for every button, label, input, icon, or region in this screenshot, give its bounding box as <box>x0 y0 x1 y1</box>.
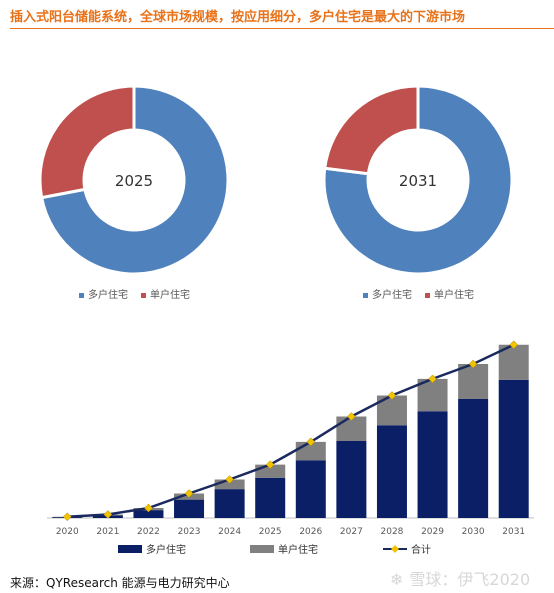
legend-swatch-1 <box>425 293 430 298</box>
total-marker <box>428 374 437 384</box>
donut-chart-2025: 2025 多户住宅 单户住宅 <box>38 84 230 301</box>
total-marker <box>468 359 478 369</box>
total-marker <box>184 489 194 498</box>
bar-legend-marker <box>391 545 399 553</box>
legend-label-1: 单户住宅 <box>150 288 190 301</box>
x-tick-label: 2021 <box>96 527 119 537</box>
legend-swatch-0 <box>363 293 368 298</box>
total-marker <box>225 475 234 484</box>
bar-legend-label-1: 单户住宅 <box>278 543 318 556</box>
bar-multi <box>255 477 286 518</box>
bar-single <box>458 364 489 399</box>
bar-multi <box>174 499 205 518</box>
legend-label-1: 单户住宅 <box>434 288 474 301</box>
bar-multi <box>214 489 245 518</box>
snowball-logo-icon: ❄ <box>390 570 404 589</box>
bar-legend-label-2: 合计 <box>411 543 431 556</box>
x-tick-label: 2031 <box>502 527 525 537</box>
total-marker <box>306 437 316 447</box>
x-tick-label: 2027 <box>340 527 363 537</box>
total-marker <box>347 412 356 421</box>
pie-slice-0 <box>322 84 514 276</box>
bar-multi <box>458 399 489 518</box>
total-line <box>67 343 515 519</box>
bar-multi <box>295 460 326 518</box>
bar-multi <box>498 379 529 518</box>
legend-swatch-1 <box>141 293 146 298</box>
x-tick-label: 2026 <box>299 527 322 537</box>
legend-swatch-0 <box>79 293 84 298</box>
bar-multi <box>417 411 448 518</box>
bar-multi <box>133 510 164 518</box>
x-tick-label: 2022 <box>137 527 160 537</box>
donut-chart-2031: 2031 多户住宅 单户住宅 <box>322 84 514 301</box>
source-note: 来源：QYResearch 能源与电力研究中心 <box>10 576 230 590</box>
bar-multi <box>336 441 367 518</box>
pie-slice-0 <box>39 84 230 276</box>
stacked-bar-chart: 2020 2021 2022 2023 2024 2025 2026 2027 2028 2029… <box>47 340 534 556</box>
total-marker <box>265 460 275 469</box>
total-marker <box>103 510 113 519</box>
total-marker <box>62 512 72 522</box>
watermark: ❄ 雪球：伊飞2020 <box>390 566 530 590</box>
pie-center-label: 2031 <box>399 172 437 190</box>
total-marker <box>509 340 519 350</box>
page-title: 插入式阳台储能系统，全球市场规模，按应用细分，多户住宅是最大的下游市场 <box>10 10 466 25</box>
total-marker <box>387 391 397 400</box>
x-tick-label: 2023 <box>178 527 201 537</box>
legend-label-0: 多户住宅 <box>88 288 128 301</box>
pie-slice-1 <box>38 84 136 200</box>
x-tick-label: 2025 <box>259 527 282 537</box>
x-tick-label: 2030 <box>462 527 485 537</box>
x-tick-label: 2020 <box>56 527 79 537</box>
total-marker <box>144 503 153 513</box>
bar-multi <box>376 425 407 518</box>
legend-label-0: 多户住宅 <box>372 288 412 301</box>
bar-single <box>214 479 245 490</box>
pie-center-label: 2025 <box>115 172 153 190</box>
x-tick-label: 2024 <box>218 527 241 537</box>
watermark-text: 雪球：伊飞2020 <box>409 570 531 589</box>
pie-slice-1 <box>323 84 420 176</box>
bar-legend-label-0: 多户住宅 <box>146 543 186 556</box>
x-tick-label: 2028 <box>381 527 404 537</box>
bar-legend-swatch-0 <box>118 545 142 553</box>
title-divider <box>10 28 554 29</box>
bar-legend-swatch-1 <box>250 545 274 553</box>
x-tick-label: 2029 <box>421 527 444 537</box>
